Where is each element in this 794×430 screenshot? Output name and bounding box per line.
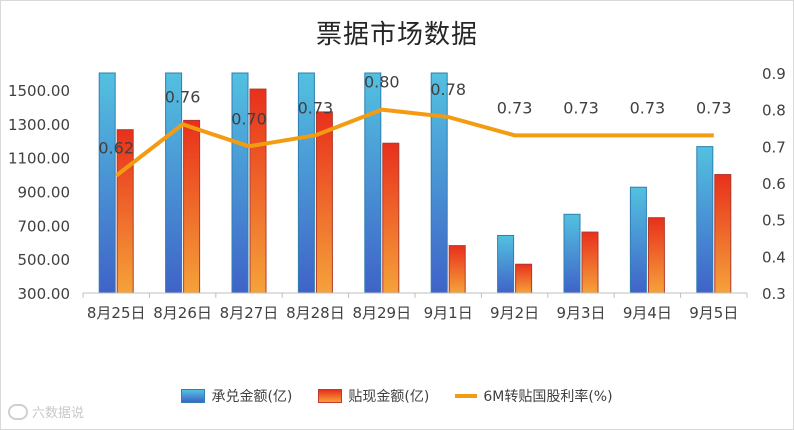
- rate-data-label: 0.73: [563, 98, 599, 117]
- chart-title: 票据市场数据: [315, 20, 478, 50]
- y-right-tick-label: 0.6: [762, 175, 786, 193]
- line-rate: [114, 107, 714, 178]
- bar-discount: [515, 263, 533, 294]
- rate-data-label: 0.70: [231, 109, 267, 128]
- legend-swatch-rate: [455, 394, 478, 398]
- watermark: 六数据说: [8, 402, 84, 421]
- x-tick-label: 9月4日: [623, 304, 672, 322]
- bar-discount: [183, 119, 201, 294]
- y-right-tick-label: 0.4: [762, 248, 786, 266]
- bar-acceptance: [696, 146, 714, 294]
- legend-label-discount: 贴现金额(亿): [348, 389, 430, 405]
- bar-acceptance: [430, 72, 448, 294]
- bar-discount: [382, 142, 400, 294]
- rate-data-label: 0.73: [497, 98, 533, 117]
- x-tick-label: 8月27日: [220, 304, 279, 322]
- legend-label-acceptance: 承兑金额(亿): [211, 389, 293, 405]
- y-left-tick-label: 500.00: [18, 251, 71, 269]
- y-left-tick-label: 700.00: [18, 217, 71, 235]
- legend-item-discount: 贴现金额(亿): [318, 386, 429, 406]
- bar-discount: [647, 217, 665, 294]
- x-tick-label: 8月25日: [87, 304, 146, 322]
- rate-data-label: 0.73: [630, 98, 666, 117]
- legend-item-rate: 6M转贴国股利率(%): [455, 386, 613, 406]
- legend-label-rate: 6M转贴国股利率(%): [483, 389, 613, 405]
- bar-acceptance: [563, 213, 581, 294]
- rate-data-label: 0.73: [298, 98, 334, 117]
- bar-acceptance: [497, 234, 515, 294]
- y-right-tick-label: 0.8: [762, 102, 786, 120]
- y-right-tick-label: 0.3: [762, 285, 786, 303]
- bar-discount: [714, 174, 732, 294]
- rate-data-label: 0.80: [364, 73, 400, 92]
- y-right-tick-label: 0.7: [762, 138, 786, 156]
- watermark-logo-icon: [8, 403, 28, 420]
- y-left-tick-label: 1300.00: [8, 116, 70, 134]
- x-tick-label: 8月28日: [286, 304, 345, 322]
- y-left-tick-label: 300.00: [18, 285, 71, 303]
- watermark-text: 六数据说: [32, 406, 85, 421]
- legend-item-acceptance: 承兑金额(亿): [181, 386, 292, 406]
- bar-discount: [315, 111, 333, 294]
- y-left-tick-label: 900.00: [18, 183, 71, 201]
- bar-acceptance: [231, 72, 249, 294]
- y-right-tick-label: 0.9: [762, 65, 786, 83]
- x-tick-label: 9月2日: [490, 304, 539, 322]
- bar-acceptance: [364, 72, 382, 294]
- rate-data-label: 0.73: [696, 98, 732, 117]
- x-tick-label: 8月29日: [352, 304, 411, 322]
- bar-discount: [581, 231, 599, 294]
- x-tick-label: 8月26日: [153, 304, 212, 322]
- x-tick-label: 9月3日: [556, 304, 605, 322]
- y-left-tick-label: 1100.00: [8, 150, 70, 168]
- legend-swatch-discount: [318, 389, 343, 403]
- bar-discount: [448, 245, 466, 294]
- legend-swatch-acceptance: [181, 389, 206, 403]
- chart-legend: 承兑金额(亿) 贴现金额(亿) 6M转贴国股利率(%): [0, 386, 794, 406]
- y-right-tick-label: 0.5: [762, 212, 786, 230]
- rate-data-label: 0.76: [165, 87, 201, 106]
- rate-data-label: 0.62: [98, 139, 134, 158]
- bar-acceptance: [629, 186, 647, 294]
- rate-data-label: 0.78: [430, 80, 466, 99]
- y-left-tick-label: 1500.00: [8, 82, 70, 100]
- x-tick-label: 9月5日: [689, 304, 738, 322]
- bar-acceptance: [98, 72, 116, 294]
- x-tick-label: 9月1日: [424, 304, 473, 322]
